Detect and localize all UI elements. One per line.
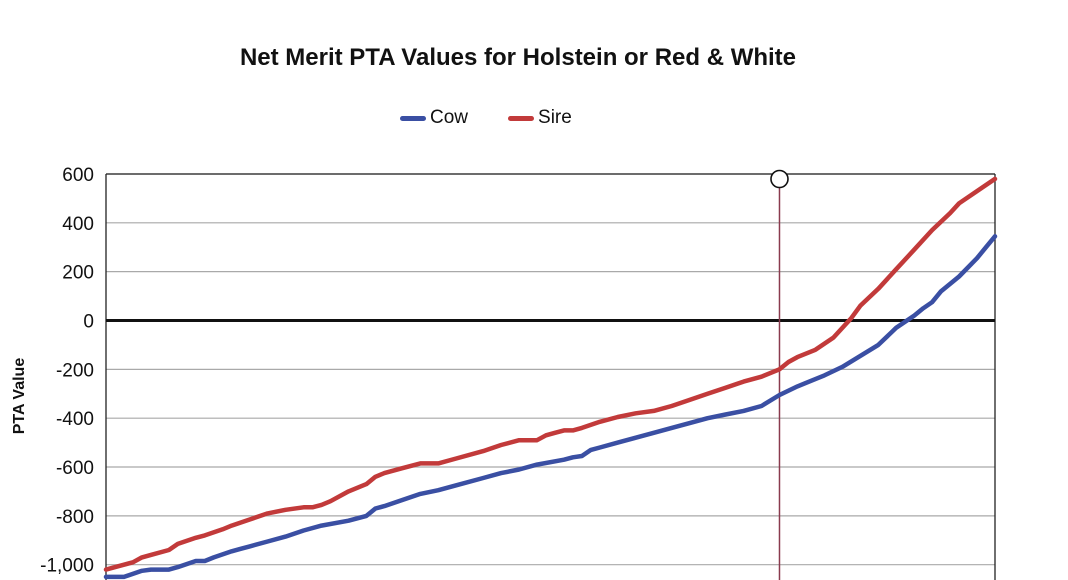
y-tick-label: 200 [62,263,94,284]
legend-label-sire: Sire [538,107,572,128]
chart-title: Net Merit PTA Values for Holstein or Red… [239,44,797,71]
series-line-sire [103,176,998,572]
series-line-cow [103,234,998,580]
legend-item-sire: Sire [508,107,572,129]
legend-item-cow: Cow [400,107,468,129]
legend-label-cow: Cow [430,107,469,128]
y-tick-label: 0 [83,312,94,333]
y-tick-label: -600 [56,458,94,479]
chart-legend: Cow Sire [400,106,572,130]
y-tick-label: 400 [62,214,94,235]
y-tick-label: 600 [62,165,94,186]
marker-circle [770,169,789,189]
y-tick-label: -400 [56,409,94,430]
legend-swatch-sire [508,115,535,121]
y-tick-label: -200 [56,360,94,381]
y-tick-label: -800 [56,507,94,528]
y-tick-label: -1,000 [40,556,94,577]
legend-swatch-cow [400,115,426,121]
